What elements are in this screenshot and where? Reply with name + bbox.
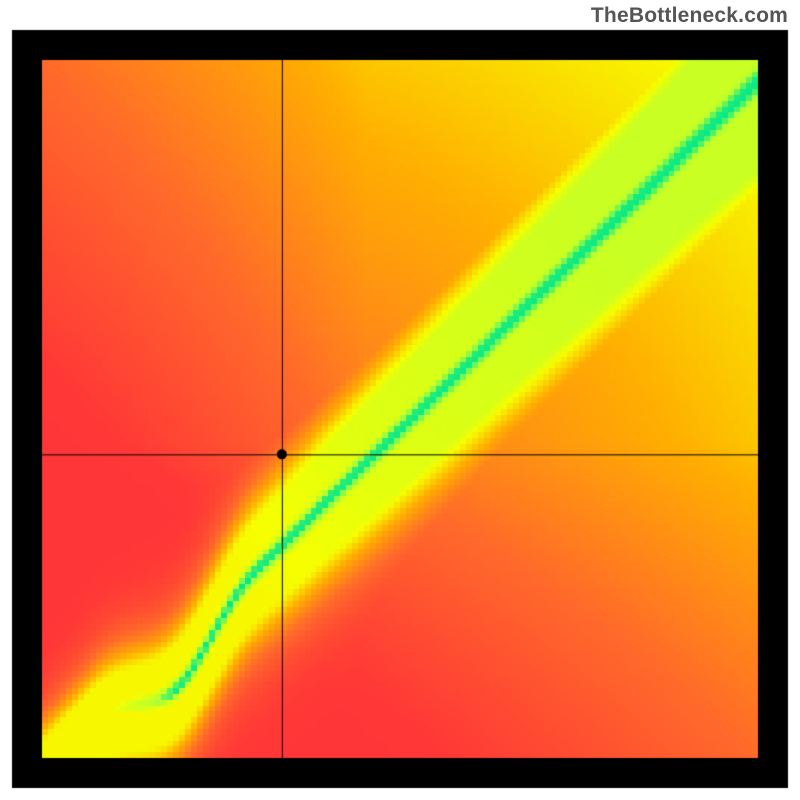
watermark-text: TheBottleneck.com — [591, 4, 788, 28]
chart-container: TheBottleneck.com — [0, 0, 800, 800]
bottleneck-heatmap — [0, 0, 800, 800]
